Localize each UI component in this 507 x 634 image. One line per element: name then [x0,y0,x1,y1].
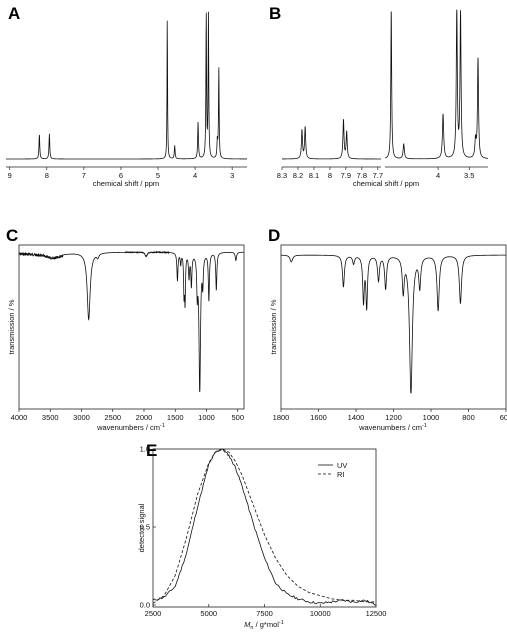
x-tick-label-b: 4 [436,171,440,180]
x-tick-label-a: 3 [230,171,234,180]
panel-d-ir-spectrum-fingerprint: D 1800 1600 1400 1200 1000 800 600 transmissio… [268,226,507,432]
series-line-ri [152,448,376,604]
legend-label-ri: RI [337,470,345,479]
x-tick-label-c: 1000 [198,413,215,422]
x-tick-label-e: 10000 [310,609,331,618]
x-tick-label-b: 7.8 [357,171,367,180]
x-axis-label-c: wavenumbers / cm-1 [96,423,165,432]
x-tick-label-a: 8 [45,171,49,180]
panel-label-a: A [8,4,20,23]
y-tick-label-e: 1.0 [140,445,150,454]
x-tick-label-b: 8 [328,171,332,180]
x-tick-label-b: 7.7 [373,171,383,180]
x-tick-label-c: 3000 [73,413,90,422]
x-tick-label-a: 4 [193,171,197,180]
x-tick-label-d: 1800 [273,413,290,422]
x-tick-label-b: 8.1 [309,171,319,180]
y-tick-label-e: 0.0 [140,601,150,610]
x-tick-label-e: 5000 [200,609,217,618]
panel-label-c: C [6,226,18,245]
x-tick-label-d: 1200 [385,413,402,422]
x-tick-label-e: 2500 [145,609,162,618]
y-axis-label-d: transmission / % [269,299,278,354]
x-axis-label-d: wavenumbers / cm-1 [358,423,427,432]
nmr-spectrum-trace-b-aliphatic [384,9,489,160]
x-axis-label-e: Mn / g*mol-1 [244,620,284,631]
plot-frame-d [280,244,507,410]
panel-a-nmr-spectrum: A 9 8 7 6 5 4 3 chemical shift / ppm [6,4,247,188]
x-tick-label-c: 4000 [11,413,28,422]
x-tick-label-c: 2500 [104,413,121,422]
x-tick-label-b: 8.2 [293,171,303,180]
x-tick-label-e: 12500 [366,609,387,618]
x-tick-label-e: 7500 [256,609,273,618]
panel-label-d: D [268,226,280,245]
x-tick-label-b: 3.5 [464,171,474,180]
x-tick-label-d: 800 [462,413,475,422]
x-tick-label-c: 500 [231,413,244,422]
ir-spectrum-trace-c [18,250,244,393]
x-tick-label-c: 3500 [42,413,59,422]
panel-label-e: E [146,441,157,460]
series-line-uv [152,448,376,606]
x-tick-label-d: 1000 [423,413,440,422]
x-tick-label-b: 7.9 [341,171,351,180]
x-tick-label-c: 2000 [136,413,153,422]
ir-spectrum-trace-d [281,254,507,394]
y-axis-label-e: detector signal [137,503,146,552]
x-tick-label-a: 6 [119,171,123,180]
y-axis-label-c: transmission / % [7,299,16,354]
legend-label-uv: UV [337,461,347,470]
x-tick-label-a: 9 [8,171,12,180]
x-tick-label-d: 1400 [348,413,365,422]
x-tick-label-a: 7 [82,171,86,180]
nmr-spectrum-trace-a [6,11,247,160]
x-tick-label-d: 1600 [310,413,327,422]
nmr-spectrum-trace-b-aromatic [282,119,381,160]
x-tick-label-b: 8.3 [277,171,287,180]
x-tick-label-a: 5 [156,171,160,180]
legend: UV RI [318,461,347,479]
panel-label-b: B [269,4,281,23]
x-tick-label-d: 600 [500,413,507,422]
panel-c-ir-spectrum: C 4000 3500 3000 2500 2000 1500 1000 500 transm… [6,226,245,432]
panel-b-nmr-spectrum-expanded: B 8.3 8.2 8.1 8 7.9 7.8 7.7 4 3.5 chemical shift… [269,4,489,188]
y-tick-label-e: 0.5 [140,523,150,532]
x-axis-label-a: chemical shift / ppm [93,179,159,188]
plot-frame-c [18,244,245,410]
x-tick-label-c: 1500 [167,413,184,422]
x-axis-label-b: chemical shift / ppm [353,179,419,188]
